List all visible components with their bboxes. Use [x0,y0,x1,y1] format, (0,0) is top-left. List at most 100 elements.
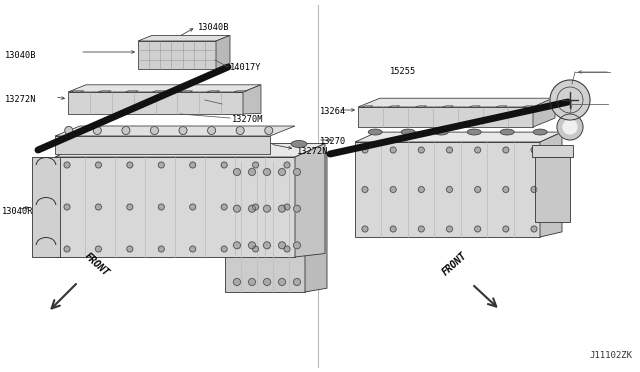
Polygon shape [355,132,562,142]
Circle shape [419,147,424,153]
Polygon shape [532,145,573,157]
Polygon shape [358,107,533,127]
Polygon shape [415,106,427,107]
Text: 13272N: 13272N [297,147,328,155]
Circle shape [253,204,259,210]
Text: 13264: 13264 [320,108,346,116]
Circle shape [362,147,368,153]
Circle shape [150,126,159,135]
Circle shape [419,226,424,232]
Circle shape [557,114,583,140]
Circle shape [264,242,271,249]
Circle shape [390,186,396,192]
Text: 15255: 15255 [390,67,416,77]
Circle shape [122,126,130,135]
Polygon shape [535,157,570,222]
Circle shape [248,279,255,285]
Polygon shape [55,144,325,157]
Circle shape [531,186,537,192]
Polygon shape [305,153,327,292]
Circle shape [447,226,452,232]
Polygon shape [523,106,534,107]
Circle shape [189,246,196,252]
Polygon shape [68,85,261,92]
Ellipse shape [401,129,415,135]
Circle shape [284,204,290,210]
Polygon shape [55,136,270,154]
Ellipse shape [533,129,547,135]
Polygon shape [55,157,295,257]
Circle shape [234,205,241,212]
Circle shape [234,242,241,249]
Circle shape [189,204,196,210]
Circle shape [248,169,255,176]
Text: 13040R: 13040R [2,208,33,217]
Polygon shape [442,106,454,107]
Circle shape [248,205,255,212]
Circle shape [127,246,133,252]
Circle shape [264,205,271,212]
Text: 13040B: 13040B [198,22,230,32]
Circle shape [264,279,271,285]
Polygon shape [55,126,295,136]
Circle shape [93,126,101,135]
Circle shape [64,162,70,168]
Circle shape [475,186,481,192]
Circle shape [64,246,70,252]
Circle shape [248,242,255,249]
Circle shape [503,226,509,232]
Ellipse shape [108,141,124,148]
Circle shape [278,242,285,249]
Circle shape [390,226,396,232]
Circle shape [563,120,577,134]
Circle shape [390,147,396,153]
Circle shape [419,186,424,192]
Circle shape [447,147,452,153]
Text: 13270M: 13270M [232,115,264,125]
Polygon shape [355,142,540,237]
Circle shape [531,226,537,232]
Polygon shape [98,91,111,92]
Circle shape [158,162,164,168]
Polygon shape [362,106,373,107]
Polygon shape [138,41,216,69]
Ellipse shape [181,141,197,148]
Text: 14017Y: 14017Y [230,62,262,71]
Circle shape [503,186,509,192]
Ellipse shape [218,141,234,148]
Circle shape [65,126,73,135]
Circle shape [221,204,227,210]
Polygon shape [496,106,507,107]
Polygon shape [68,92,243,114]
Circle shape [179,126,187,135]
Text: FRONT: FRONT [440,250,468,277]
Circle shape [189,162,196,168]
Polygon shape [234,91,247,92]
Circle shape [294,279,301,285]
Circle shape [264,169,271,176]
Polygon shape [180,91,193,92]
Polygon shape [125,91,138,92]
Text: 13264+A: 13264+A [224,102,260,110]
Circle shape [278,169,285,176]
Ellipse shape [467,129,481,135]
Polygon shape [225,153,327,162]
Polygon shape [216,35,230,69]
Ellipse shape [500,129,514,135]
Ellipse shape [254,141,270,148]
Circle shape [253,246,259,252]
Circle shape [158,204,164,210]
Circle shape [265,126,273,135]
Ellipse shape [145,141,161,148]
Polygon shape [32,157,60,257]
Polygon shape [533,97,555,127]
Polygon shape [152,91,166,92]
Circle shape [221,246,227,252]
Ellipse shape [71,141,87,148]
Polygon shape [243,85,261,114]
Polygon shape [207,91,220,92]
Circle shape [95,162,101,168]
Circle shape [475,226,481,232]
Polygon shape [71,91,84,92]
Circle shape [236,126,244,135]
